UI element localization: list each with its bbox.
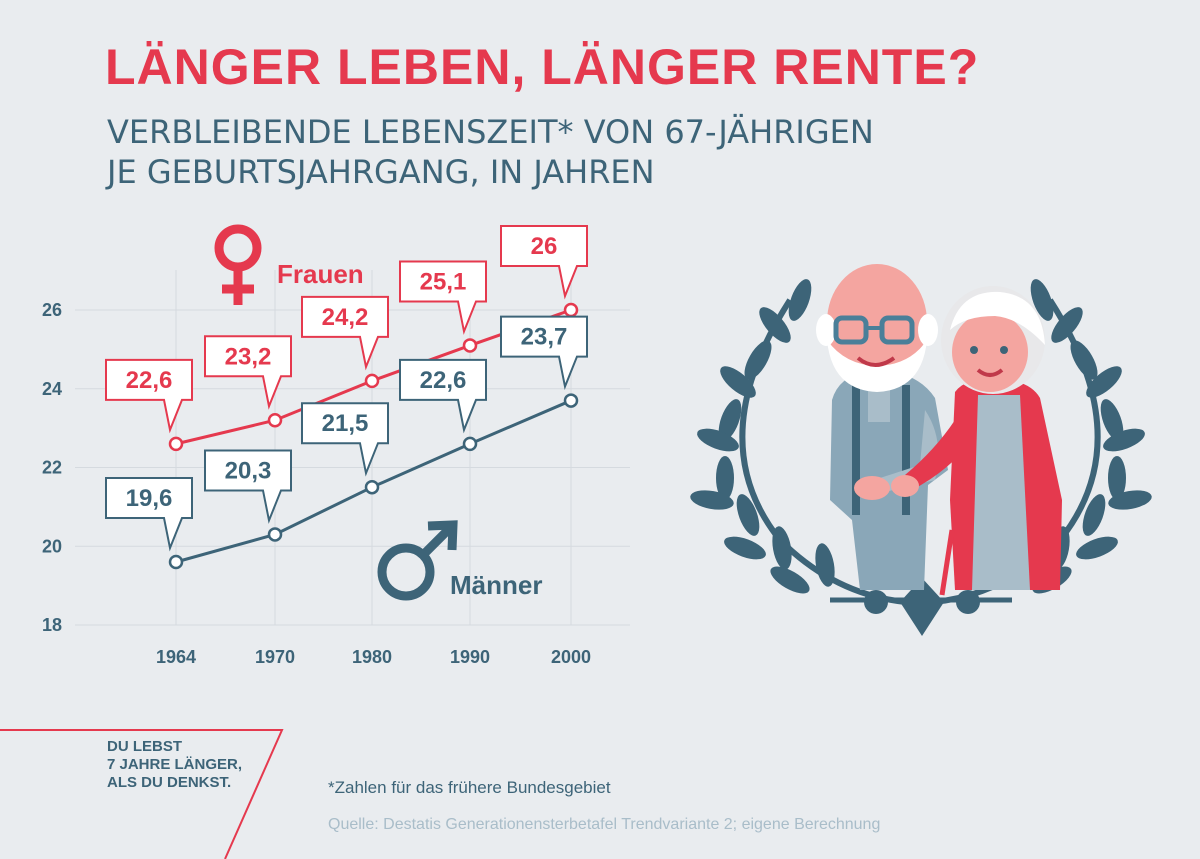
y-tick-label: 22: [42, 458, 62, 478]
data-label: 21,5: [322, 410, 369, 437]
data-point: [168, 436, 184, 452]
source-credit: Quelle: Destatis Generationensterbetafel…: [328, 816, 881, 833]
laurel-leaf: [770, 566, 810, 594]
laurel-leaf: [1070, 340, 1098, 380]
data-label: 23,7: [521, 324, 568, 351]
laurel-leaf: [1082, 494, 1106, 536]
laurel-leaf: [744, 340, 772, 380]
data-label: 25,1: [420, 268, 467, 295]
data-label: 23,2: [225, 343, 272, 370]
data-label-box: [105, 477, 193, 552]
footnote: *Zahlen für das frühere Bundesgebiet: [328, 778, 611, 797]
subtitle-line-2: JE GEBURTSJAHRGANG, IN JAHREN: [107, 153, 655, 191]
x-tick-label: 1990: [450, 647, 490, 667]
laurel-leaf: [1076, 536, 1118, 560]
data-label-box: [500, 225, 588, 300]
data-point: [267, 413, 283, 428]
data-label: 19,6: [126, 485, 173, 512]
laurel-wreath-icon: [690, 279, 1152, 636]
x-tick-label: 1970: [255, 647, 295, 667]
x-tick-label: 1980: [352, 647, 392, 667]
tagline-line-1: DU LEBST: [107, 738, 182, 755]
y-tick-label: 20: [42, 536, 62, 556]
elderly-couple-illustration: [816, 264, 1062, 596]
data-point: [563, 302, 579, 318]
laurel-leaf: [724, 536, 766, 560]
tagline-frame: [0, 729, 284, 859]
laurel-leaf: [1051, 307, 1083, 343]
laurel-leaf: [788, 279, 812, 321]
laurel-leaf: [1086, 366, 1122, 398]
laurel-leaf: [772, 526, 792, 570]
laurel-leaf: [690, 490, 734, 510]
data-point: [563, 393, 579, 408]
laurel-leaf: [718, 399, 742, 441]
legend-label-frauen: Frauen: [277, 259, 364, 289]
data-label-box: [500, 315, 588, 391]
laurel-leaf: [736, 494, 760, 536]
laurel-leaf: [1100, 399, 1124, 441]
data-point: [364, 373, 380, 389]
data-label: 24,2: [322, 304, 369, 331]
data-label-box: [399, 260, 487, 335]
data-label-box: [399, 358, 487, 434]
data-label-box: [301, 295, 389, 371]
data-label: 26: [531, 233, 558, 260]
y-tick-label: 24: [42, 379, 62, 399]
y-tick-label: 26: [42, 300, 62, 320]
y-tick-label: 18: [42, 615, 62, 635]
legend-label-maenner: Männer: [450, 570, 542, 600]
data-point: [168, 554, 184, 570]
laurel-leaf: [716, 456, 734, 500]
data-label: 20,3: [225, 457, 272, 484]
male-symbol-icon: [377, 520, 458, 601]
series-layer: 22,6 23,2 24,2 25,1 26 19,6 20,3 21,5 22,6 23,7: [105, 225, 588, 570]
laurel-leaf: [697, 428, 739, 452]
laurel-leaf: [1108, 490, 1152, 510]
laurel-leaf: [1103, 428, 1145, 452]
data-point: [462, 338, 478, 353]
laurel-leaf: [759, 307, 791, 343]
page-title: LÄNGER LEBEN, LÄNGER RENTE?: [105, 39, 980, 95]
x-tick-label: 1964: [156, 647, 196, 667]
data-point: [364, 479, 380, 495]
data-point: [267, 527, 283, 542]
tagline-line-2: 7 JAHRE LÄNGER,: [107, 756, 243, 773]
axis-labels: 18 20 22 24 26 1964 1970 1980 1990 2000: [42, 300, 591, 667]
laurel-leaf: [815, 543, 835, 587]
female-symbol-icon: [214, 224, 262, 305]
subtitle-line-1: VERBLEIBENDE LEBENSZEIT* VON 67-JÄHRIGEN: [107, 113, 874, 151]
data-label: 22,6: [420, 367, 467, 394]
tagline-line-3: ALS DU DENKST.: [107, 774, 232, 791]
x-tick-label: 2000: [551, 647, 591, 667]
data-label-box: [204, 449, 292, 524]
data-point: [462, 436, 478, 452]
page-subtitle: VERBLEIBENDE LEBENSZEIT* VON 67-JÄHRIGEN…: [107, 112, 1007, 192]
data-label-box: [204, 335, 292, 410]
tagline: DU LEBST 7 JAHRE LÄNGER, ALS DU DENKST.: [107, 738, 242, 792]
data-label: 22,6: [126, 367, 173, 394]
laurel-leaf: [720, 366, 756, 398]
laurel-leaf: [1030, 279, 1054, 321]
data-label-box: [301, 402, 389, 477]
laurel-leaf: [1108, 456, 1126, 500]
data-label-box: [105, 358, 193, 434]
